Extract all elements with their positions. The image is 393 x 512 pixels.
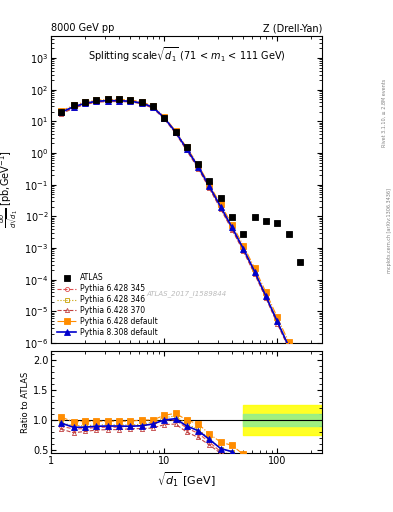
Text: Z (Drell-Yan): Z (Drell-Yan) — [263, 23, 322, 33]
Legend: ATLAS, Pythia 6.428 345, Pythia 6.428 346, Pythia 6.428 370, Pythia 6.428 defaul: ATLAS, Pythia 6.428 345, Pythia 6.428 34… — [55, 271, 160, 339]
Text: ATLAS_2017_I1589844: ATLAS_2017_I1589844 — [147, 290, 227, 297]
Text: Rivet 3.1.10, ≥ 2.8M events: Rivet 3.1.10, ≥ 2.8M events — [382, 78, 387, 147]
Text: 8000 GeV pp: 8000 GeV pp — [51, 23, 114, 33]
X-axis label: $\sqrt{d_{1}}$ [GeV]: $\sqrt{d_{1}}$ [GeV] — [158, 470, 216, 489]
Y-axis label: Ratio to ATLAS: Ratio to ATLAS — [21, 371, 30, 433]
Y-axis label: $\frac{d\sigma}{d\sqrt{d_{1}}}$ [pb,GeV$^{-1}$]: $\frac{d\sigma}{d\sqrt{d_{1}}}$ [pb,GeV$… — [0, 151, 21, 228]
Text: mcplots.cern.ch [arXiv:1306.3436]: mcplots.cern.ch [arXiv:1306.3436] — [387, 188, 392, 273]
Text: Splitting scale$\sqrt{d_1}$ (71 < $m_1$ < 111 GeV): Splitting scale$\sqrt{d_1}$ (71 < $m_1$ … — [88, 45, 286, 64]
